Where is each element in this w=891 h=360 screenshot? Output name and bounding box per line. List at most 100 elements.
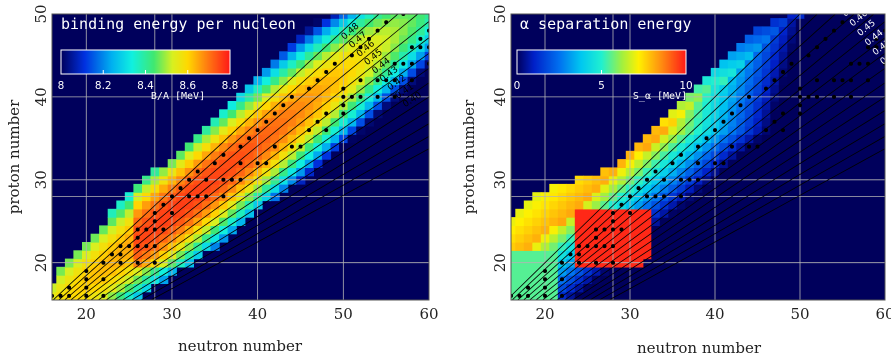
heatmap-cell bbox=[685, 167, 695, 177]
stable-nucleus bbox=[594, 244, 598, 249]
heatmap-cell bbox=[296, 34, 306, 44]
plot-frame bbox=[510, 13, 886, 301]
heatmap-cell bbox=[296, 59, 306, 69]
heatmap-cell bbox=[321, 142, 332, 152]
heatmap-cell bbox=[347, 34, 357, 44]
heatmap-cell bbox=[201, 142, 212, 152]
heatmap-cell bbox=[583, 208, 593, 218]
stable-nucleus bbox=[798, 103, 802, 108]
heatmap-cell bbox=[829, 101, 839, 110]
heatmap-cell bbox=[693, 150, 703, 160]
heatmap-cell bbox=[313, 59, 323, 69]
stable-nucleus bbox=[238, 177, 243, 182]
heatmap-cell bbox=[583, 275, 593, 284]
stable-nucleus bbox=[798, 86, 802, 91]
heatmap-cell bbox=[193, 242, 203, 251]
heatmap-cell bbox=[702, 142, 712, 152]
stable-nucleus bbox=[367, 36, 371, 41]
heatmap-cell bbox=[515, 242, 525, 251]
stable-nucleus bbox=[781, 70, 785, 74]
heatmap-cell bbox=[617, 208, 627, 218]
heatmap-cell bbox=[107, 233, 117, 243]
heatmap-cell bbox=[184, 242, 194, 251]
heatmap-cell bbox=[219, 109, 229, 119]
heatmap-cell bbox=[829, 34, 839, 44]
stable-nucleus bbox=[721, 161, 726, 166]
heatmap-cell bbox=[236, 101, 246, 110]
stable-nucleus bbox=[679, 177, 683, 182]
heatmap-cell bbox=[787, 125, 797, 135]
heatmap-cell bbox=[330, 76, 340, 86]
x-axis-label: neutron number bbox=[178, 337, 303, 355]
heatmap-cell bbox=[356, 59, 366, 69]
heatmap-cell bbox=[416, 26, 426, 36]
heatmap-cell bbox=[210, 150, 220, 160]
heatmap-cell bbox=[287, 109, 297, 119]
heatmap-cell bbox=[651, 125, 661, 135]
heatmap-cell bbox=[668, 233, 678, 243]
heatmap-cell bbox=[515, 233, 525, 243]
heatmap-cell bbox=[210, 233, 220, 243]
heatmap-cell bbox=[159, 183, 169, 193]
heatmap-cell bbox=[863, 51, 873, 61]
stable-nucleus bbox=[849, 94, 853, 99]
heatmap-cell bbox=[279, 67, 289, 77]
heatmap-cell bbox=[270, 183, 280, 193]
heatmap-cell bbox=[523, 233, 533, 243]
heatmap-cell bbox=[872, 26, 882, 36]
heatmap-cell bbox=[744, 134, 754, 144]
heatmap-cell bbox=[523, 266, 533, 276]
heatmap-cell bbox=[719, 67, 729, 77]
heatmap-cell bbox=[668, 142, 678, 152]
heatmap-cell bbox=[347, 134, 357, 144]
stable-nucleus bbox=[662, 177, 666, 182]
contour-line bbox=[150, 148, 429, 300]
heatmap-cell bbox=[313, 125, 323, 135]
heatmap-cell bbox=[838, 26, 848, 36]
heatmap-cell bbox=[390, 26, 400, 36]
heatmap-cell bbox=[549, 225, 559, 235]
stable-nucleus bbox=[289, 144, 294, 149]
heatmap-cell bbox=[236, 150, 246, 160]
heatmap-cell bbox=[872, 51, 882, 61]
heatmap-cell bbox=[634, 200, 644, 210]
heatmap-cell bbox=[330, 101, 340, 110]
heatmap-cell bbox=[642, 250, 652, 260]
heatmap-cell bbox=[210, 208, 220, 218]
heatmap-cell bbox=[515, 217, 525, 226]
heatmap-cell bbox=[659, 225, 669, 235]
stable-nucleus bbox=[628, 194, 632, 199]
heatmap-cell bbox=[90, 283, 100, 293]
stable-nucleus bbox=[332, 61, 337, 66]
heatmap-cell bbox=[219, 125, 229, 135]
heatmap-cell bbox=[416, 14, 426, 19]
stable-nucleus bbox=[713, 161, 717, 166]
heatmap-cell bbox=[804, 18, 814, 27]
plot-frame bbox=[51, 13, 430, 301]
heatmap-cell bbox=[296, 117, 306, 127]
heatmap-cell bbox=[821, 101, 831, 110]
x-tick-label: 40 bbox=[705, 305, 724, 323]
heatmap-cell bbox=[107, 242, 117, 251]
stable-nucleus bbox=[118, 252, 123, 257]
stable-nucleus bbox=[611, 219, 615, 224]
stable-nucleus bbox=[747, 144, 751, 149]
heatmap-cell bbox=[210, 242, 220, 251]
heatmap-cell bbox=[279, 125, 289, 135]
heatmap-cell bbox=[193, 150, 203, 160]
heatmap-cell bbox=[330, 26, 340, 36]
stable-nucleus bbox=[577, 252, 581, 257]
heatmap-cell bbox=[651, 183, 661, 193]
heatmap-cell bbox=[347, 101, 357, 110]
heatmap-cell bbox=[142, 275, 152, 284]
heatmap-cell bbox=[532, 217, 542, 226]
heatmap-cell bbox=[651, 159, 661, 168]
heatmap-cell bbox=[829, 59, 839, 69]
heatmap-cell bbox=[787, 26, 797, 36]
heatmap-cell bbox=[201, 208, 212, 218]
heatmap-cell bbox=[855, 34, 865, 44]
stable-nucleus bbox=[84, 285, 89, 290]
heatmap-cell bbox=[591, 183, 601, 193]
heatmap-cell bbox=[617, 183, 627, 193]
heatmap-cell bbox=[321, 18, 332, 27]
